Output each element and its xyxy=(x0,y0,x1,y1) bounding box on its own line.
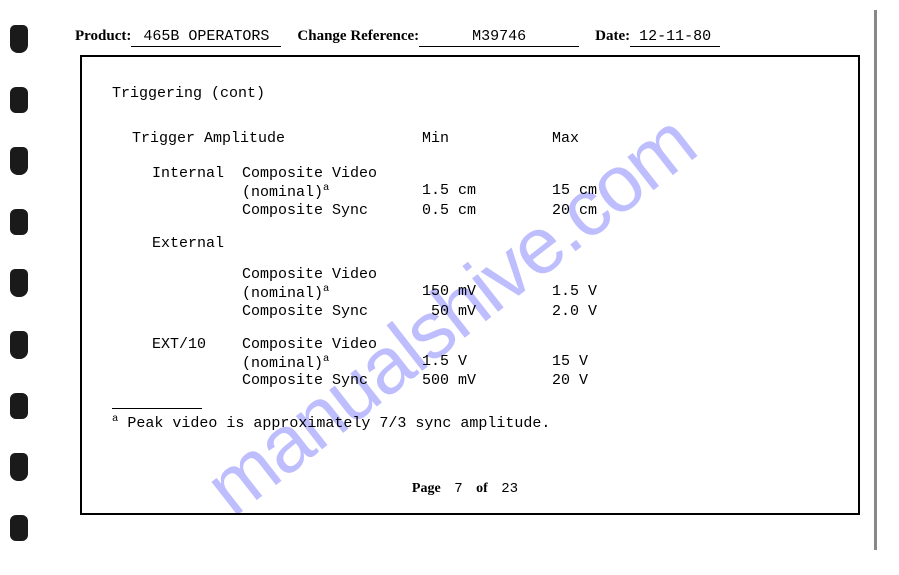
value-max: 15 V xyxy=(552,353,588,370)
col-max-header: Max xyxy=(552,130,652,147)
binding-hole-icon xyxy=(10,331,28,359)
column-headers: Trigger Amplitude Min Max xyxy=(132,130,828,147)
signal-name: Composite Sync xyxy=(242,372,422,389)
binding-hole-icon xyxy=(10,453,28,481)
footnote-ref: a xyxy=(323,353,329,365)
signal-name: Composite Video xyxy=(242,266,377,283)
col-min-header: Min xyxy=(422,130,552,147)
product-value: 465B OPERATORS xyxy=(131,28,281,47)
value-max: 20 cm xyxy=(552,202,652,219)
trigger-group-external: External Composite Video (nominal)a 150 … xyxy=(152,235,828,320)
group-label: Internal xyxy=(152,165,242,202)
value-min: 50 mV xyxy=(422,303,552,320)
page-footer: Page 7 of 23 xyxy=(82,481,858,497)
value-min: 1.5 cm xyxy=(422,182,476,199)
signal-name: Composite Sync xyxy=(242,202,422,219)
content-frame: Triggering (cont) Trigger Amplitude Min … xyxy=(80,55,860,515)
footnote-ref: a xyxy=(323,182,329,194)
value-min: 1.5 V xyxy=(422,353,467,370)
subhead-label: Trigger Amplitude xyxy=(132,130,422,147)
footnote-rule xyxy=(112,408,202,409)
footnote-text: Peak video is approximately 7/3 sync amp… xyxy=(127,415,550,432)
signal-sub: (nominal) xyxy=(242,355,323,372)
document-header: Product: 465B OPERATORS Change Reference… xyxy=(75,28,849,47)
date-label: Date: xyxy=(595,28,630,45)
binding-holes xyxy=(10,25,35,575)
binding-hole-icon xyxy=(10,269,28,297)
binding-hole-icon xyxy=(10,515,28,541)
value-min: 500 mV xyxy=(422,372,552,389)
signal-name: Composite Video xyxy=(242,165,377,182)
binding-hole-icon xyxy=(10,147,28,175)
binding-hole-icon xyxy=(10,209,28,235)
value-max: 20 V xyxy=(552,372,652,389)
page-label: Page xyxy=(412,481,441,496)
page-total: 23 xyxy=(491,481,528,497)
trigger-group-internal: Internal Composite Video (nominal)a 1.5 … xyxy=(152,165,828,219)
signal-sub: (nominal) xyxy=(242,184,323,201)
changeref-value: M39746 xyxy=(419,28,579,47)
product-label: Product: xyxy=(75,28,131,45)
section-title: Triggering (cont) xyxy=(112,85,828,102)
signal-name: Composite Sync xyxy=(242,303,422,320)
binding-hole-icon xyxy=(10,87,28,113)
value-min: 0.5 cm xyxy=(422,202,552,219)
footnote: a Peak video is approximately 7/3 sync a… xyxy=(112,413,828,432)
group-label: EXT/10 xyxy=(152,336,242,373)
binding-hole-icon xyxy=(10,25,28,53)
signal-name: Composite Video xyxy=(242,336,377,353)
footnote-ref: a xyxy=(323,283,329,295)
page-number: 7 xyxy=(444,481,472,497)
of-label: of xyxy=(476,481,488,496)
signal-sub: (nominal) xyxy=(242,285,323,302)
binding-hole-icon xyxy=(10,393,28,419)
date-value: 12-11-80 xyxy=(630,28,720,47)
changeref-label: Change Reference: xyxy=(297,28,419,45)
footnote-marker: a xyxy=(112,413,118,425)
value-min: 150 mV xyxy=(422,283,476,300)
value-max: 2.0 V xyxy=(552,303,652,320)
trigger-group-ext10: EXT/10 Composite Video (nominal)a 1.5 V … xyxy=(152,336,828,390)
group-label: External xyxy=(152,235,242,252)
value-max: 15 cm xyxy=(552,182,597,199)
value-max: 1.5 V xyxy=(552,283,597,300)
page-edge-shadow xyxy=(874,10,877,550)
